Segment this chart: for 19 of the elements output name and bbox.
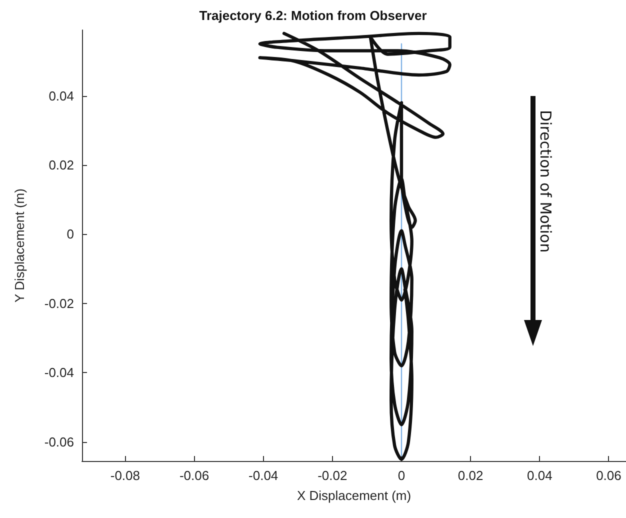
x-tick-label: -0.04 — [248, 468, 278, 483]
x-axis-title: X Displacement (m) — [296, 488, 412, 503]
x-tick-label: 0.04 — [526, 468, 552, 483]
y-tick-label: -0.04 — [44, 365, 74, 380]
x-tick-label: -0.06 — [179, 468, 210, 483]
x-tick-label: 0.02 — [458, 468, 484, 483]
y-tick-label: 0.02 — [48, 158, 74, 173]
chart-title: Trajectory 6.2: Motion from Observer — [199, 8, 427, 23]
y-axis-title: Y Displacement (m) — [12, 188, 27, 302]
x-tick-label: 0 — [398, 468, 406, 483]
x-tick-label: -0.08 — [110, 468, 140, 483]
y-tick-label: -0.06 — [44, 434, 74, 450]
y-tick-label: -0.02 — [44, 296, 74, 311]
x-tick-label: 0.06 — [596, 468, 622, 483]
line-series — [258, 32, 452, 461]
x-tick-label: -0.02 — [318, 468, 348, 483]
annotation: Direction of Motion — [536, 110, 554, 253]
y-tick-label: 0.04 — [48, 88, 74, 104]
y-tick-label: 0 — [66, 226, 74, 242]
